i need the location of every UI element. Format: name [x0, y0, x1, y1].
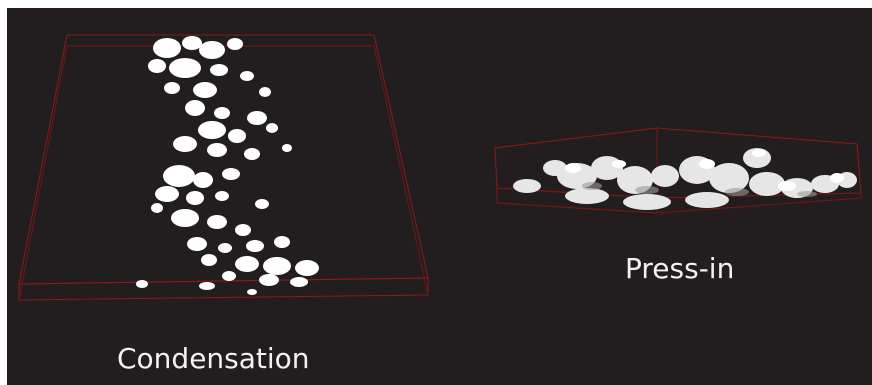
- condensation-cluster-top: [148, 36, 271, 98]
- condensation-cluster-lower: [136, 236, 319, 295]
- condensation-box-inner-right: [373, 45, 429, 296]
- press-in-structure: [513, 148, 857, 210]
- condensation-visualization: [18, 34, 429, 301]
- condensation-label: Condensation: [117, 342, 310, 375]
- condensation-box-bottom: [18, 277, 429, 301]
- press-in-visualization: [494, 127, 862, 214]
- condensation-cluster-upper-mid: [173, 100, 292, 160]
- condensation-structure: [136, 36, 319, 295]
- press-in-highlights: [565, 149, 844, 191]
- render-scene: [18, 34, 862, 301]
- condensation-cluster-middle: [151, 165, 269, 236]
- press-in-shadows: [582, 182, 817, 197]
- press-in-label: Press-in: [625, 252, 735, 285]
- condensation-box-inner-left: [18, 45, 68, 301]
- image-panel: Condensation Press-in: [7, 8, 872, 385]
